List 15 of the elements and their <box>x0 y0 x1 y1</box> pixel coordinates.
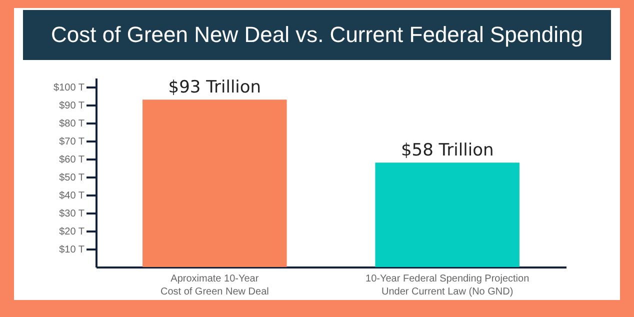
y-tick-label: $20 T <box>59 226 84 238</box>
x-tick-label: Aproximate 10-Year Cost of Green New Deal <box>160 274 269 298</box>
data-label: $58 Trillion <box>400 140 494 161</box>
y-tick-label: $90 T <box>59 100 84 112</box>
y-tick-label: $40 T <box>59 190 84 202</box>
y-tick-label: $100 T <box>54 82 84 94</box>
y-tick-label: $60 T <box>59 154 84 166</box>
chart-title: Cost of Green New Deal vs. Current Federal Spending <box>23 10 611 60</box>
data-label: $93 Trillion <box>168 78 262 98</box>
y-tick-label: $50 T <box>59 172 84 184</box>
y-tick-label: $70 T <box>59 136 84 148</box>
y-tick-label: $10 T <box>59 244 84 256</box>
x-tick-label: 10-Year Federal Spending Projection Under Current Law (No GND) <box>366 274 530 298</box>
y-tick-label: $80 T <box>59 118 84 130</box>
y-tick-label: $30 T <box>59 208 84 220</box>
